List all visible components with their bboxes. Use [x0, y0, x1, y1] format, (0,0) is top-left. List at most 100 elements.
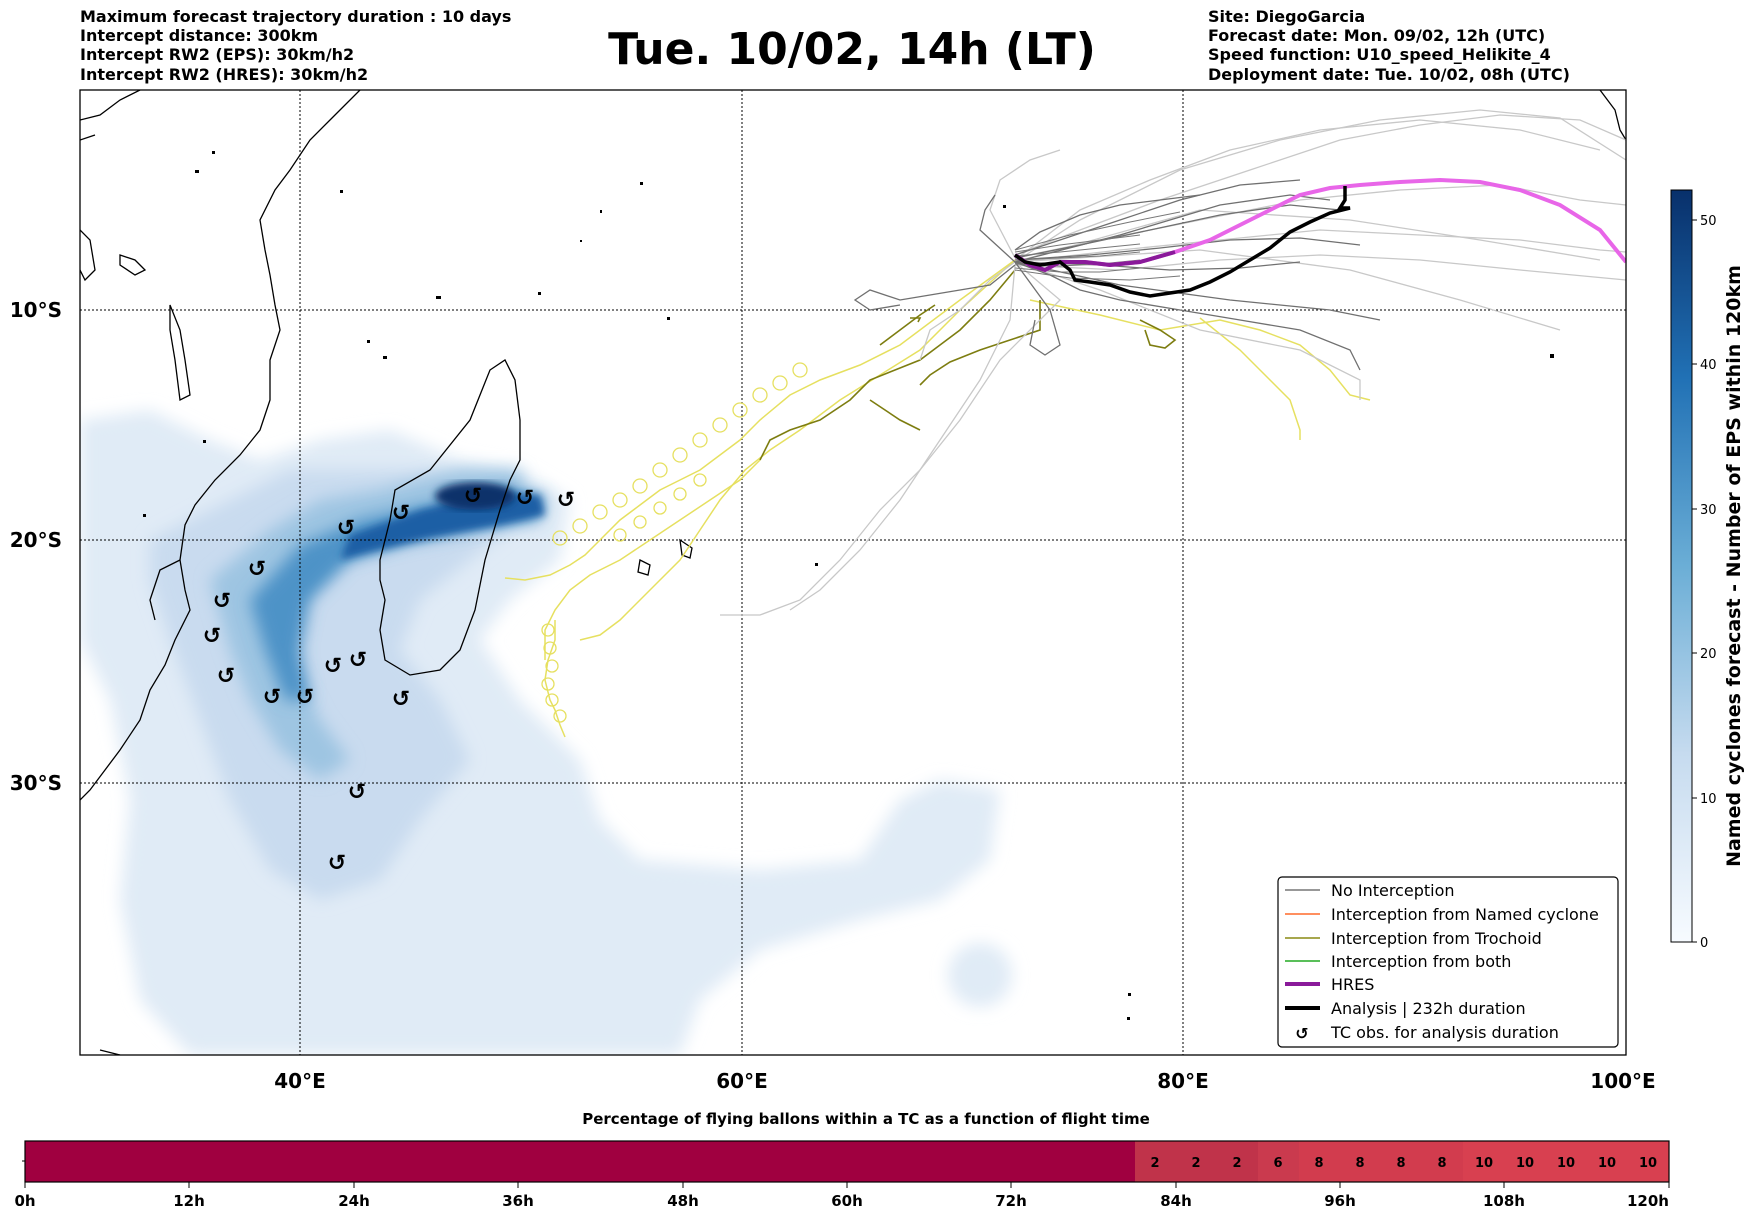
svg-text:Interception from Named cyclon: Interception from Named cyclone: [1331, 905, 1599, 924]
svg-text:↺: ↺: [328, 851, 346, 876]
svg-text:↺: ↺: [296, 685, 314, 710]
bar-segment-zero: [25, 1141, 1135, 1182]
bar-cell-value: 2: [1150, 1156, 1159, 1171]
bar-cell-value: 2: [1191, 1156, 1200, 1171]
bar-cell-value: 8: [1437, 1156, 1446, 1171]
colorbar-tick-20: 20: [1700, 647, 1717, 662]
lat-label-10: 10°S: [10, 298, 62, 322]
header-rw2-hres: Intercept RW2 (HRES): 30km/h2: [80, 65, 368, 84]
svg-text:↺: ↺: [464, 484, 482, 509]
svg-text:Interception from Trochoid: Interception from Trochoid: [1331, 929, 1542, 948]
svg-text:12h: 12h: [173, 1192, 205, 1210]
latitude-labels: 10°S 20°S 30°S: [10, 298, 62, 795]
ensemble-light-trajectories: [720, 109, 1626, 616]
cyclone-density-field: [80, 410, 1012, 1055]
percentage-bar: Percentage of flying ballons within a TC…: [14, 1110, 1670, 1210]
small-islands: [143, 151, 1554, 1020]
colorbar-tick-50: 50: [1700, 214, 1717, 229]
svg-text:↺: ↺: [203, 624, 221, 649]
legend-item-both: Interception from both: [1285, 952, 1511, 971]
lon-label-60: 60°E: [716, 1069, 768, 1093]
header-right: Site: DiegoGarcia Forecast date: Mon. 09…: [1208, 7, 1570, 84]
colorbar: 0 10 20 30 40 50 Named cyclones forecast…: [1670, 189, 1745, 951]
lat-label-30: 30°S: [10, 771, 62, 795]
ensemble-cluster: [1014, 211, 1181, 281]
bar-cell-values: 2 2 2 6 8 8 8 8 10 10 10 10 10: [1150, 1156, 1657, 1171]
tc-symbol-icon: ↺: [1295, 1024, 1308, 1043]
svg-text:108h: 108h: [1483, 1192, 1525, 1210]
header-deployment-date: Deployment date: Tue. 10/02, 08h (UTC): [1208, 65, 1570, 84]
map-area: ↺ ↺ ↺ ↺ ↺ ↺ ↺ ↺ ↺ ↺ ↺ ↺ ↺ ↺ ↺ ↺: [80, 90, 1626, 1055]
svg-text:↺: ↺: [248, 557, 266, 582]
svg-text:No Interception: No Interception: [1331, 881, 1455, 900]
header-speed-function: Speed function: U10_speed_Helikite_4: [1208, 45, 1551, 64]
ensemble-dark-trajectories: [853, 179, 1381, 371]
svg-text:96h: 96h: [1324, 1192, 1356, 1210]
svg-text:24h: 24h: [338, 1192, 370, 1210]
bar-cell-value: 2: [1232, 1156, 1241, 1171]
legend-item-no-interception: No Interception: [1285, 881, 1455, 900]
legend-item-named-cyclone: Interception from Named cyclone: [1285, 905, 1599, 924]
bar-cell-value: 10: [1516, 1156, 1534, 1171]
svg-text:↺: ↺: [348, 780, 366, 805]
hres-trajectory-start: [1013, 250, 1176, 273]
bar-cell-value: 8: [1355, 1156, 1364, 1171]
bar-ticks: [22, 1160, 1670, 1188]
svg-text:0h: 0h: [14, 1192, 35, 1210]
legend-box: [1277, 876, 1619, 1048]
tc-observation-symbols: ↺ ↺ ↺ ↺ ↺ ↺ ↺ ↺ ↺ ↺ ↺ ↺ ↺ ↺ ↺ ↺: [203, 484, 575, 876]
svg-text:↺: ↺: [337, 516, 355, 541]
percentage-bar-title: Percentage of flying ballons within a TC…: [582, 1110, 1150, 1128]
svg-text:36h: 36h: [502, 1192, 534, 1210]
bar-cell-value: 6: [1273, 1156, 1282, 1171]
svg-text:↺: ↺: [392, 687, 410, 712]
analysis-trajectory: [1013, 186, 1351, 298]
lon-label-100: 100°E: [1590, 1069, 1655, 1093]
page-title: Tue. 10/02, 14h (LT): [608, 24, 1096, 75]
bar-cell-value: 10: [1598, 1156, 1616, 1171]
legend-item-trochoid: Interception from Trochoid: [1285, 929, 1542, 948]
colorbar-tick-10: 10: [1700, 792, 1717, 807]
svg-text:↺: ↺: [263, 685, 281, 710]
svg-text:↺: ↺: [349, 648, 367, 673]
map-frame: [79, 89, 1627, 1056]
legend-item-tc-obs: ↺ TC obs. for analysis duration: [1295, 1023, 1559, 1043]
lon-label-40: 40°E: [274, 1069, 326, 1093]
svg-text:↺: ↺: [217, 664, 235, 689]
svg-text:48h: 48h: [667, 1192, 699, 1210]
svg-text:TC obs. for analysis duration: TC obs. for analysis duration: [1330, 1023, 1559, 1042]
bar-tick-labels: 0h 12h 24h 36h 48h 60h 72h 84h 96h 108h …: [14, 1192, 1669, 1210]
svg-text:Analysis | 232h duration: Analysis | 232h duration: [1331, 999, 1526, 1018]
svg-text:Interception from both: Interception from both: [1331, 952, 1511, 971]
colorbar-gradient: [1670, 189, 1693, 943]
svg-text:72h: 72h: [995, 1192, 1027, 1210]
svg-text:↺: ↺: [392, 501, 410, 526]
bar-cell-value: 8: [1314, 1156, 1323, 1171]
header-left: Maximum forecast trajectory duration : 1…: [80, 7, 511, 84]
colorbar-title: Named cyclones forecast - Number of EPS …: [1723, 265, 1745, 867]
bar-cells: [1135, 1141, 1669, 1182]
coastlines: [80, 90, 1626, 1055]
longitude-labels: 40°E 60°E 80°E 100°E: [274, 1069, 1655, 1093]
trochoid-loops: [541, 362, 808, 723]
svg-text:60h: 60h: [831, 1192, 863, 1210]
lon-label-80: 80°E: [1157, 1069, 1209, 1093]
header-intercept-distance: Intercept distance: 300km: [80, 26, 318, 45]
svg-text:HRES: HRES: [1331, 975, 1374, 994]
header-duration: Maximum forecast trajectory duration : 1…: [80, 7, 511, 26]
header-site: Site: DiegoGarcia: [1208, 7, 1365, 26]
legend: No Interception Interception from Named …: [1277, 876, 1619, 1048]
bar-cell-value: 10: [1475, 1156, 1493, 1171]
svg-text:↺: ↺: [516, 486, 534, 511]
legend-item-hres: HRES: [1285, 975, 1374, 994]
svg-text:↺: ↺: [213, 589, 231, 614]
trochoid-trajectories-olive: [759, 269, 1177, 461]
lat-label-20: 20°S: [10, 528, 62, 552]
svg-text:↺: ↺: [324, 654, 342, 679]
svg-text:120h: 120h: [1627, 1192, 1669, 1210]
legend-item-analysis: Analysis | 232h duration: [1285, 999, 1526, 1018]
svg-text:84h: 84h: [1160, 1192, 1192, 1210]
colorbar-tick-40: 40: [1700, 358, 1717, 373]
